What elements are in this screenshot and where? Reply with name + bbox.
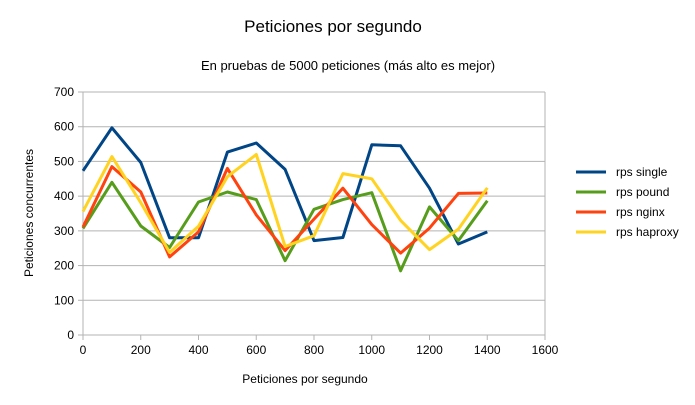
y-tick-label: 0 xyxy=(67,328,74,342)
x-tick-labels: 0 200 400 600 800 1000 1200 1400 1600 xyxy=(80,343,559,357)
axes xyxy=(78,91,546,340)
legend-label: rps single xyxy=(616,165,668,179)
series-line-3 xyxy=(81,165,488,259)
legend-label: rps pound xyxy=(616,185,669,199)
x-tick-label: 800 xyxy=(304,343,324,357)
x-tick-label: 1200 xyxy=(416,343,443,357)
gridlines xyxy=(83,91,545,301)
legend: rps single rps pound rps nginx rps haproxy xyxy=(576,165,679,239)
legend-label: rps nginx xyxy=(616,205,665,219)
y-tick-labels: 0 100 200 300 400 500 600 700 xyxy=(54,85,74,342)
series-line-2 xyxy=(81,180,489,273)
y-tick-label: 400 xyxy=(54,189,74,203)
series-lines xyxy=(81,126,489,273)
y-tick-label: 200 xyxy=(54,259,74,273)
y-axis-label: Peticiones concurrentes xyxy=(22,149,36,277)
x-tick-label: 1000 xyxy=(358,343,385,357)
y-tick-label: 100 xyxy=(54,293,74,307)
y-tick-label: 500 xyxy=(54,154,74,168)
x-tick-label: 400 xyxy=(188,343,208,357)
x-tick-label: 1400 xyxy=(474,343,501,357)
chart-subtitle: En pruebas de 5000 peticiones (más alto … xyxy=(201,58,495,73)
y-tick-label: 300 xyxy=(54,224,74,238)
series-line-1 xyxy=(81,126,488,246)
x-tick-label: 1600 xyxy=(532,343,559,357)
x-tick-label: 200 xyxy=(131,343,151,357)
x-tick-label: 0 xyxy=(80,343,87,357)
x-tick-label: 600 xyxy=(246,343,266,357)
x-axis-label: Peticiones por segundo xyxy=(242,372,368,386)
y-tick-label: 600 xyxy=(54,120,74,134)
legend-label: rps haproxy xyxy=(616,225,679,239)
chart-title: Peticiones por segundo xyxy=(244,17,422,36)
series-line-4 xyxy=(81,153,489,254)
y-tick-label: 700 xyxy=(54,85,74,99)
